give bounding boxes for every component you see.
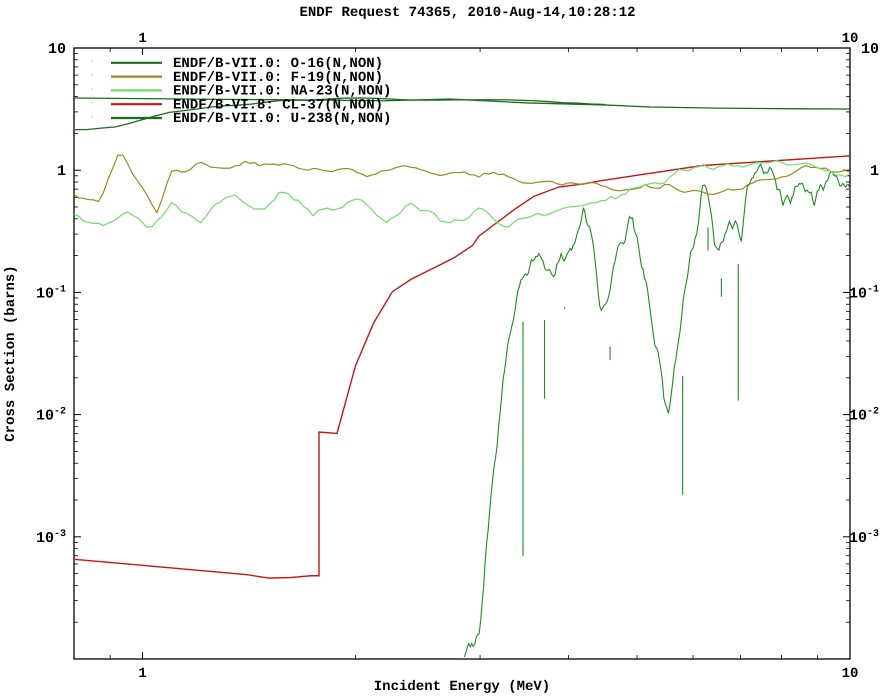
- svg-text:10-1: 10-1: [36, 284, 66, 302]
- svg-text:10: 10: [861, 41, 879, 58]
- svg-text:10-3: 10-3: [849, 529, 879, 547]
- svg-text:1: 1: [138, 31, 146, 47]
- svg-text:ENDF/B-VII.0: U-238(N,NON): ENDF/B-VII.0: U-238(N,NON): [173, 111, 391, 127]
- svg-text:10: 10: [48, 41, 66, 58]
- svg-text:10: 10: [842, 666, 859, 682]
- svg-text:1: 1: [138, 666, 146, 682]
- svg-text:ENDF Request 74365, 2010-Aug-1: ENDF Request 74365, 2010-Aug-14,10:28:12: [299, 5, 635, 21]
- svg-text:1: 1: [870, 163, 879, 180]
- svg-text:Cross Section (barns): Cross Section (barns): [3, 265, 19, 441]
- svg-text:1: 1: [57, 163, 66, 180]
- svg-text:10-3: 10-3: [36, 529, 66, 547]
- svg-text:10-1: 10-1: [849, 284, 879, 302]
- svg-text:10-2: 10-2: [849, 407, 879, 425]
- svg-text:10: 10: [842, 31, 859, 47]
- svg-text:10-2: 10-2: [36, 407, 66, 425]
- svg-text:Incident Energy (MeV): Incident Energy (MeV): [374, 679, 550, 695]
